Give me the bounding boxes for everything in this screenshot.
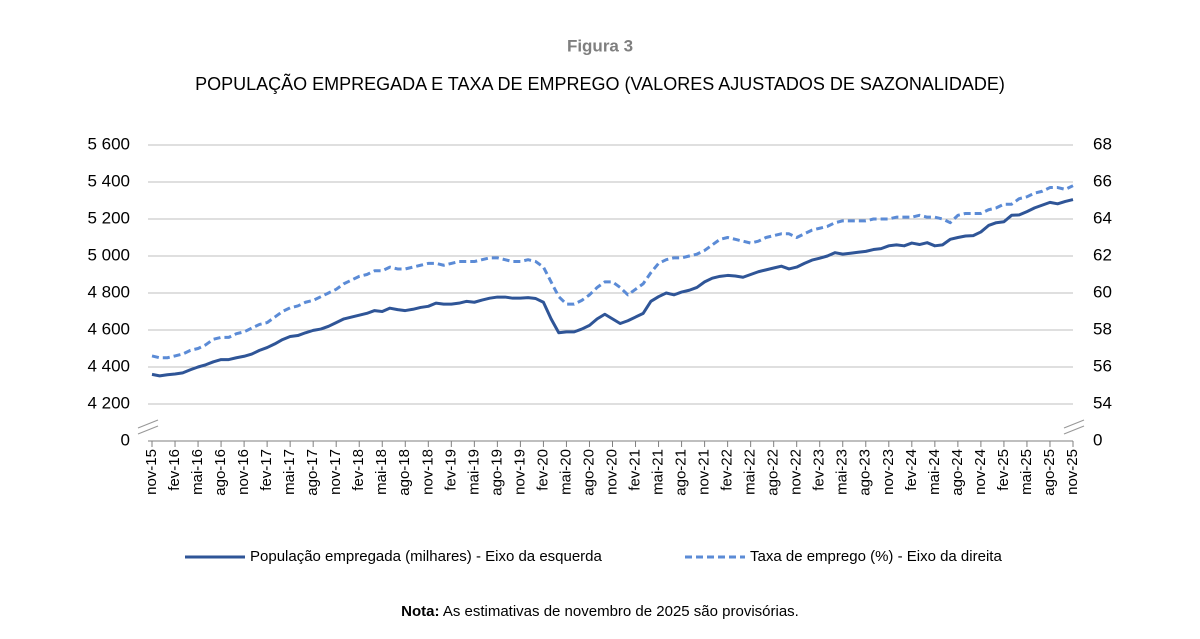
chart-subtitle: POPULAÇÃO EMPREGADA E TAXA DE EMPREGO (V…: [195, 73, 1005, 94]
x-tick-label: fev-25: [995, 449, 1012, 491]
x-tick-label: nov-17: [327, 449, 344, 495]
x-tick-label: mai-23: [834, 449, 851, 495]
x-tick-label: nov-23: [880, 449, 897, 495]
x-tick-label: mai-19: [465, 449, 482, 495]
axis-break: [1063, 419, 1085, 429]
x-tick-label: ago-20: [580, 449, 597, 496]
x-tick-label: nov-20: [603, 449, 620, 495]
x-tick-label: ago-18: [396, 449, 413, 496]
x-tick-label: mai-22: [742, 449, 759, 495]
y2-tick-label: 66: [1093, 171, 1112, 190]
x-tick-label: fev-22: [719, 449, 736, 491]
legend-label: Taxa de emprego (%) - Eixo da direita: [750, 548, 1002, 565]
axis-break: [1063, 425, 1085, 435]
y2-tick-label: 60: [1093, 282, 1112, 301]
y2-tick-label: 56: [1093, 356, 1112, 375]
y2-tick-label: 62: [1093, 245, 1112, 264]
x-tick-label: fev-18: [350, 449, 367, 491]
x-tick-label: ago-17: [304, 449, 321, 496]
x-tick-label: fev-23: [811, 449, 828, 491]
x-tick-label: mai-25: [1018, 449, 1035, 495]
x-tick-label: mai-18: [373, 449, 390, 495]
x-tick-label: nov-24: [972, 449, 989, 495]
x-tick-label: nov-19: [511, 449, 528, 495]
y2-tick-label: 58: [1093, 319, 1112, 338]
x-tick-label: fev-16: [166, 449, 183, 491]
series-line: [151, 184, 1074, 360]
x-tick-label: fev-20: [534, 449, 551, 491]
x-tick-label: ago-23: [857, 449, 874, 496]
x-tick-label: mai-17: [281, 449, 298, 495]
x-tick-label: fev-19: [442, 449, 459, 491]
axis-break: [137, 419, 159, 429]
y-tick-label: 4 800: [87, 282, 130, 301]
y2-origin-label: 0: [1093, 430, 1102, 449]
x-tick-label: mai-16: [189, 449, 206, 495]
x-tick-label: ago-16: [212, 449, 229, 496]
y2-tick-label: 54: [1093, 393, 1112, 412]
y-tick-label: 5 000: [87, 245, 130, 264]
x-tick-label: mai-24: [926, 449, 943, 495]
x-tick-label: nov-18: [419, 449, 436, 495]
y2-tick-label: 64: [1093, 208, 1112, 227]
x-tick-label: nov-25: [1064, 449, 1081, 495]
y2-tick-label: 68: [1093, 134, 1112, 153]
x-tick-label: ago-19: [488, 449, 505, 496]
y-tick-label: 5 400: [87, 171, 130, 190]
y-tick-label: 4 600: [87, 319, 130, 338]
x-tick-label: fev-24: [903, 449, 920, 491]
axis-break: [137, 425, 159, 435]
y-tick-label: 4 200: [87, 393, 130, 412]
legend-label: População empregada (milhares) - Eixo da…: [250, 548, 603, 565]
x-tick-label: nov-21: [696, 449, 713, 495]
axis-breaks: [137, 419, 1085, 435]
x-tick-label: ago-21: [673, 449, 690, 496]
series-line: [151, 198, 1074, 378]
note-text: As estimativas de novembro de 2025 são p…: [443, 603, 799, 620]
note: Nota: As estimativas de novembro de 2025…: [401, 603, 799, 620]
x-tick-label: mai-20: [557, 449, 574, 495]
x-tick-label: ago-25: [1041, 449, 1058, 496]
x-tick-label: fev-17: [258, 449, 275, 491]
x-tick-label: nov-16: [235, 449, 252, 495]
x-tick-label: mai-21: [650, 449, 667, 495]
y-tick-label: 4 400: [87, 356, 130, 375]
x-tick-label: nov-22: [788, 449, 805, 495]
x-tick-label: fev-21: [626, 449, 643, 491]
x-tick-label: ago-24: [949, 449, 966, 496]
x-tick-label: nov-15: [143, 449, 160, 495]
note-label: Nota:: [401, 603, 439, 620]
y-tick-label: 5 200: [87, 208, 130, 227]
y-origin-label: 0: [121, 430, 130, 449]
chart-title: Figura 3: [567, 36, 633, 55]
x-tick-label: ago-22: [765, 449, 782, 496]
y-tick-label: 5 600: [87, 134, 130, 153]
